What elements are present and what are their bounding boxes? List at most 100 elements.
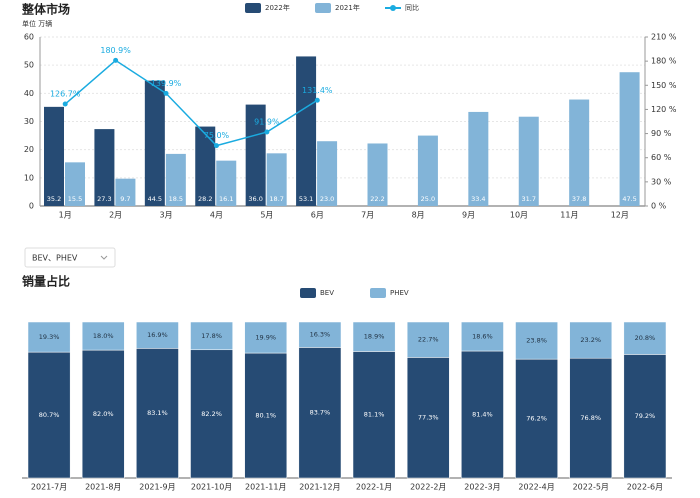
- legend-label: 同比: [405, 3, 419, 12]
- legend-marker: [390, 5, 396, 11]
- bar-label: 33.4: [471, 195, 485, 203]
- x-tick-label: 11月: [560, 211, 578, 220]
- bar-segment: [81, 321, 125, 351]
- segment-label: 83.1%: [147, 409, 168, 417]
- segment-label: 82.2%: [201, 410, 222, 418]
- bar-segment: [352, 351, 396, 479]
- bar-segment: [244, 321, 288, 354]
- chart-subtitle: 单位 万辆: [22, 19, 52, 28]
- bar: [195, 126, 216, 206]
- segment-label: 76.8%: [580, 414, 601, 422]
- yoy-label: 139.9%: [151, 79, 182, 88]
- bar-label: 37.8: [572, 195, 586, 203]
- x-tick-label: 2022-3月: [464, 483, 500, 492]
- dropdown[interactable]: BEV、PHEV: [24, 247, 116, 268]
- legend-swatch: [370, 288, 386, 298]
- legend-swatch: [315, 3, 331, 13]
- bar: [165, 153, 186, 206]
- x-tick-label: 2021-11月: [245, 483, 286, 492]
- bar-label: 15.5: [68, 195, 82, 203]
- bar-segment: [298, 347, 342, 479]
- bar: [468, 111, 489, 206]
- segment-label: 16.3%: [310, 331, 331, 339]
- bar-segment: [515, 321, 558, 360]
- segment-label: 81.1%: [364, 411, 385, 419]
- legend-swatch: [300, 288, 316, 298]
- bar-label: 23.0: [320, 195, 334, 203]
- y2-tick-label: 120 %: [651, 105, 677, 114]
- bar: [44, 106, 64, 206]
- x-tick-label: 9月: [462, 211, 475, 220]
- x-tick-label: 3月: [159, 211, 172, 220]
- y2-tick-label: 60 %: [651, 153, 672, 162]
- x-tick-label: 2021-9月: [139, 483, 175, 492]
- y2-tick-label: 90 %: [651, 129, 672, 138]
- bar: [569, 99, 590, 206]
- yoy-label: 180.9%: [100, 46, 131, 55]
- bar-segment: [136, 321, 179, 349]
- bar: [144, 80, 165, 206]
- bar-label: 47.5: [622, 195, 636, 203]
- y2-tick-label: 180 %: [651, 57, 677, 66]
- segment-label: 80.1%: [255, 412, 276, 420]
- segment-label: 17.8%: [201, 332, 222, 340]
- bar-segment: [298, 321, 342, 348]
- bar-segment: [623, 321, 667, 355]
- bar-label: 36.0: [248, 195, 262, 203]
- bar-segment: [27, 321, 71, 353]
- chart-title: 整体市场: [21, 2, 70, 17]
- segment-label: 80.7%: [39, 411, 60, 419]
- bar-segment: [515, 358, 558, 479]
- x-tick-label: 2021-7月: [31, 483, 67, 492]
- y-tick-label: 50: [24, 61, 34, 70]
- bar-label: 18.5: [169, 195, 183, 203]
- yoy-label: 126.7%: [50, 90, 81, 99]
- x-tick-label: 2021-12月: [299, 483, 340, 492]
- legend-swatch: [245, 3, 261, 13]
- x-tick-label: 2月: [109, 211, 122, 220]
- segment-label: 18.9%: [364, 333, 385, 341]
- bar-segment: [461, 321, 504, 352]
- legend-label: PHEV: [390, 289, 409, 297]
- x-tick-label: 12月: [611, 211, 629, 220]
- segment-label: 22.7%: [418, 336, 439, 344]
- segment-label: 19.9%: [255, 334, 276, 342]
- segment-label: 23.8%: [526, 337, 547, 345]
- yoy-label: 75.0%: [204, 131, 230, 140]
- bar-label: 28.2: [198, 195, 212, 203]
- segment-label: 76.2%: [526, 415, 547, 423]
- x-tick-label: 4月: [210, 211, 223, 220]
- y-tick-label: 60: [24, 33, 34, 42]
- y-tick-label: 40: [24, 89, 34, 98]
- bar-label: 44.5: [148, 195, 162, 203]
- x-tick-label: 2021-10月: [191, 483, 232, 492]
- bar-label: 53.1: [299, 195, 313, 203]
- bar-segment: [244, 352, 288, 479]
- x-tick-label: 8月: [412, 211, 425, 220]
- x-tick-label: 2022-4月: [518, 483, 554, 492]
- x-tick-label: 6月: [311, 211, 324, 220]
- bar: [296, 56, 317, 207]
- bar-label: 9.7: [120, 195, 130, 203]
- x-tick-label: 2022-5月: [573, 483, 609, 492]
- y2-tick-label: 150 %: [651, 81, 677, 90]
- y-tick-label: 20: [24, 145, 34, 154]
- x-tick-label: 2022-1月: [356, 483, 392, 492]
- yoy-marker: [163, 90, 169, 96]
- dropdown-text[interactable]: BEV、PHEV: [32, 254, 78, 263]
- bar: [65, 162, 85, 206]
- y2-tick-label: 30 %: [651, 177, 672, 186]
- bar: [367, 143, 388, 206]
- segment-label: 16.9%: [147, 331, 168, 339]
- yoy-marker: [264, 129, 270, 135]
- segment-label: 19.3%: [39, 333, 60, 341]
- bar-segment: [569, 321, 613, 359]
- segment-label: 18.6%: [472, 333, 493, 341]
- bar: [216, 160, 237, 206]
- yoy-marker: [213, 143, 219, 149]
- x-tick-label: 2022-2月: [410, 483, 446, 492]
- bar-segment: [27, 351, 71, 479]
- bar-segment: [352, 321, 396, 352]
- segment-label: 81.4%: [472, 411, 493, 419]
